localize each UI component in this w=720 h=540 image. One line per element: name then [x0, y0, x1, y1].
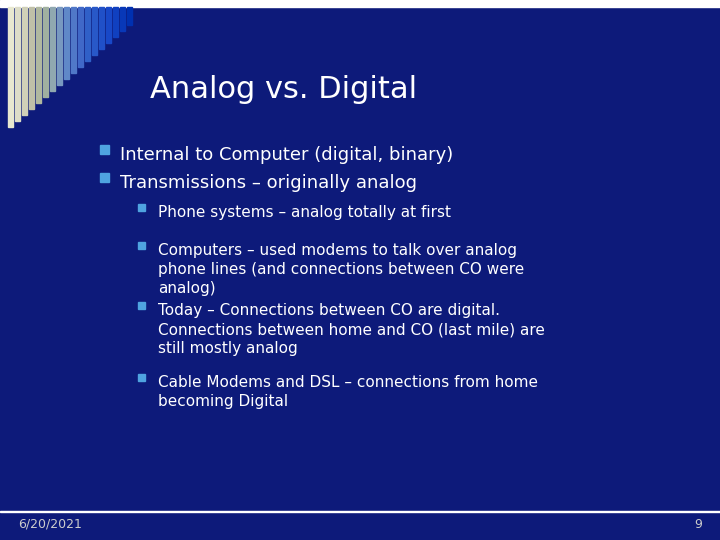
Bar: [8, 7, 13, 127]
Text: Cable Modems and DSL – connections from home
becoming Digital: Cable Modems and DSL – connections from …: [158, 375, 538, 409]
Bar: [113, 7, 118, 37]
Bar: [138, 302, 145, 309]
Bar: [127, 7, 132, 25]
Bar: [0, 0, 720, 7]
Bar: [29, 7, 34, 109]
Bar: [120, 7, 125, 31]
Bar: [57, 7, 62, 85]
Text: Today – Connections between CO are digital.
Connections between home and CO (las: Today – Connections between CO are digit…: [158, 303, 545, 356]
Bar: [0, 510, 720, 512]
Bar: [22, 7, 27, 115]
Bar: [138, 204, 145, 211]
Text: Computers – used modems to talk over analog
phone lines (and connections between: Computers – used modems to talk over ana…: [158, 243, 524, 296]
Bar: [78, 7, 83, 67]
Bar: [100, 173, 109, 182]
Text: Internal to Computer (digital, binary): Internal to Computer (digital, binary): [120, 146, 454, 164]
Bar: [71, 7, 76, 73]
Bar: [36, 7, 41, 103]
Bar: [64, 7, 69, 79]
Bar: [15, 7, 20, 121]
Bar: [92, 7, 97, 55]
Text: Transmissions – originally analog: Transmissions – originally analog: [120, 174, 417, 192]
Text: 6/20/2021: 6/20/2021: [18, 517, 82, 530]
Text: Analog vs. Digital: Analog vs. Digital: [150, 75, 417, 104]
Bar: [99, 7, 104, 49]
Bar: [85, 7, 90, 61]
Bar: [138, 242, 145, 249]
Text: 9: 9: [694, 517, 702, 530]
Text: Phone systems – analog totally at first: Phone systems – analog totally at first: [158, 205, 451, 220]
Bar: [100, 145, 109, 154]
Bar: [106, 7, 111, 43]
Bar: [138, 374, 145, 381]
Bar: [43, 7, 48, 97]
Bar: [50, 7, 55, 91]
